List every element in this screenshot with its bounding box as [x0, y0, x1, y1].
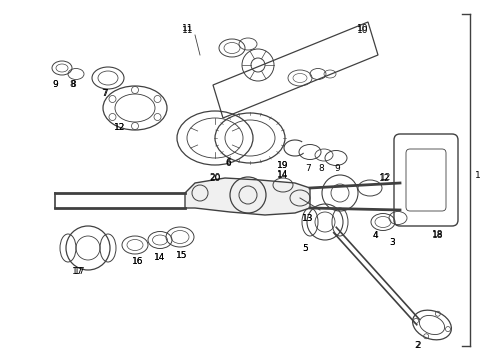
Text: 3: 3 [389, 238, 395, 247]
Text: 18: 18 [432, 230, 444, 239]
Polygon shape [185, 178, 310, 215]
Text: 7: 7 [305, 163, 311, 172]
Text: 15: 15 [176, 251, 188, 260]
Text: 4: 4 [372, 230, 378, 239]
Text: 11: 11 [182, 23, 194, 32]
Text: 12: 12 [114, 122, 126, 131]
Text: 9: 9 [52, 80, 58, 89]
Text: 6: 6 [225, 158, 231, 166]
Text: 3: 3 [389, 238, 395, 247]
Text: 6: 6 [225, 158, 231, 167]
Text: 8: 8 [318, 163, 324, 172]
Text: 7: 7 [102, 89, 108, 98]
Text: 18: 18 [432, 230, 444, 239]
Text: 12: 12 [114, 122, 126, 131]
Text: 16: 16 [132, 257, 144, 266]
Text: 2: 2 [414, 341, 420, 350]
Text: 9: 9 [52, 80, 58, 89]
Text: 12: 12 [380, 172, 392, 181]
Text: 14: 14 [154, 253, 166, 262]
Text: 7: 7 [101, 89, 107, 98]
Text: 4: 4 [372, 230, 378, 239]
Text: 12: 12 [379, 174, 391, 183]
Text: 17: 17 [72, 267, 84, 276]
Text: 20: 20 [209, 174, 220, 183]
Text: 8: 8 [70, 80, 76, 89]
Text: 13: 13 [302, 213, 314, 222]
Text: 5: 5 [302, 243, 308, 252]
Text: 11: 11 [182, 26, 194, 35]
Text: 15: 15 [176, 251, 188, 260]
Text: 5: 5 [302, 243, 308, 252]
Text: 20: 20 [209, 172, 220, 181]
Text: 1: 1 [475, 171, 481, 180]
Text: 9: 9 [334, 163, 340, 172]
Text: 14: 14 [277, 170, 289, 179]
Text: 14: 14 [154, 253, 166, 262]
Text: 2: 2 [415, 341, 421, 350]
Text: 8: 8 [69, 80, 75, 89]
Text: 19: 19 [277, 161, 289, 170]
Text: 10: 10 [357, 23, 369, 32]
Text: 17: 17 [74, 267, 86, 276]
Text: 13: 13 [302, 213, 314, 222]
Text: 19: 19 [277, 161, 289, 170]
Text: 10: 10 [357, 26, 369, 35]
Text: 14: 14 [277, 171, 289, 180]
Text: 16: 16 [132, 257, 144, 266]
